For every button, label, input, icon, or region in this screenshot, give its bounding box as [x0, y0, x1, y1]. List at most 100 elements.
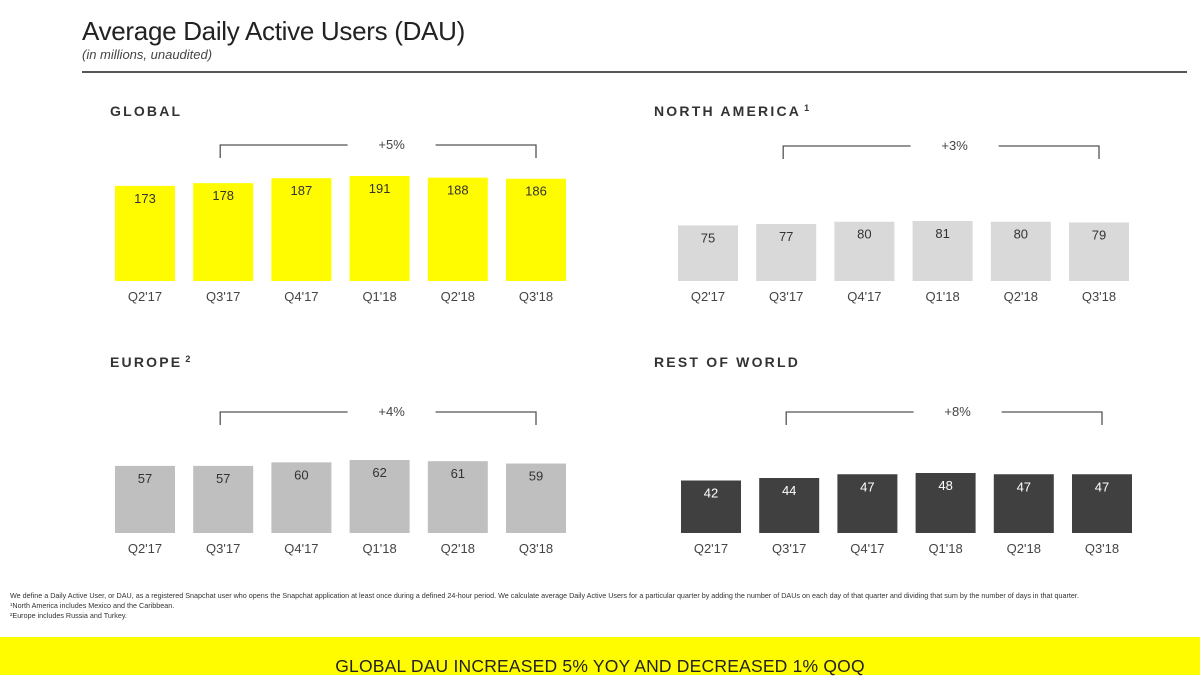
- footnote-definition: We define a Daily Active User, or DAU, a…: [10, 591, 1079, 600]
- bar: [506, 178, 566, 281]
- bar-value-label: 186: [525, 184, 547, 199]
- x-tick-label: Q2'17: [691, 289, 725, 304]
- title-divider: [82, 71, 1187, 73]
- growth-bracket-right: [435, 144, 537, 158]
- bar: [1072, 474, 1132, 533]
- footnote-europe: ²Europe includes Russia and Turkey.: [10, 611, 127, 620]
- chart-panel-3: EUROPE 2 57 Q2'17 57 Q3'17 60 Q4'17 62 Q1'18 61 Q2'…: [110, 354, 566, 556]
- bar: [990, 221, 1051, 281]
- x-tick-label: Q3'17: [769, 289, 803, 304]
- x-tick-label: Q3'17: [772, 541, 806, 556]
- x-tick-label: Q4'17: [847, 289, 881, 304]
- bar-value-label: 188: [447, 183, 469, 198]
- page-title: Average Daily Active Users (DAU): [82, 16, 465, 46]
- bar-value-label: 57: [138, 471, 152, 486]
- bar-value-label: 47: [1095, 479, 1109, 494]
- summary-banner-text: GLOBAL DAU INCREASED 5% YOY AND DECREASE…: [335, 656, 865, 676]
- growth-bracket-right: [998, 145, 1100, 159]
- bar: [427, 461, 488, 533]
- bar: [915, 473, 976, 533]
- bar: [1069, 222, 1129, 281]
- x-tick-label: Q2'18: [441, 541, 475, 556]
- x-tick-label: Q1'18: [928, 541, 962, 556]
- chart-panel-1: GLOBAL 173 Q2'17 178 Q3'17 187 Q4'17 191 Q1'18 18…: [110, 103, 566, 304]
- bar: [912, 221, 973, 281]
- bar-value-label: 191: [369, 181, 391, 196]
- growth-bracket-left: [219, 144, 348, 158]
- bar: [349, 460, 410, 533]
- bar: [756, 223, 817, 281]
- growth-annotation: +3%: [941, 138, 968, 153]
- x-tick-label: Q1'18: [362, 289, 396, 304]
- x-tick-label: Q4'17: [850, 541, 884, 556]
- growth-annotation: +8%: [944, 404, 971, 419]
- x-tick-label: Q3'18: [1085, 541, 1119, 556]
- bar: [193, 183, 254, 281]
- x-tick-label: Q2'17: [128, 289, 162, 304]
- chart-title: NORTH AMERICA 1: [654, 103, 811, 119]
- bar: [349, 176, 410, 281]
- bar: [993, 474, 1054, 533]
- bar: [506, 463, 566, 533]
- bar-value-label: 77: [779, 229, 793, 244]
- x-tick-label: Q1'18: [925, 289, 959, 304]
- bar: [759, 478, 820, 533]
- page-subtitle: (in millions, unaudited): [82, 47, 213, 62]
- bar: [271, 178, 332, 281]
- growth-bracket-right: [435, 411, 537, 425]
- bar-value-label: 178: [212, 188, 234, 203]
- x-tick-label: Q2'18: [1004, 289, 1038, 304]
- x-tick-label: Q3'17: [206, 541, 240, 556]
- bar: [681, 480, 741, 533]
- bar: [115, 465, 175, 533]
- x-tick-label: Q2'17: [128, 541, 162, 556]
- x-tick-label: Q2'17: [694, 541, 728, 556]
- x-tick-label: Q3'18: [519, 541, 553, 556]
- chart-panel-4: REST OF WORLD 42 Q2'17 44 Q3'17 47 Q4'17 48 Q1'1…: [654, 354, 1132, 556]
- chart-title: REST OF WORLD: [654, 354, 800, 370]
- bar-value-label: 80: [1014, 227, 1028, 242]
- chart-title: EUROPE 2: [110, 354, 193, 370]
- bar: [115, 185, 175, 281]
- growth-bracket-left: [782, 145, 911, 159]
- footnotes: We define a Daily Active User, or DAU, a…: [10, 591, 1150, 621]
- bar-value-label: 47: [1017, 479, 1031, 494]
- growth-bracket-left: [219, 411, 348, 425]
- x-tick-label: Q3'18: [1082, 289, 1116, 304]
- x-tick-label: Q3'18: [519, 289, 553, 304]
- growth-annotation: +5%: [378, 137, 405, 152]
- x-tick-label: Q2'18: [1007, 541, 1041, 556]
- chart-title: GLOBAL: [110, 103, 182, 119]
- bar: [834, 221, 895, 281]
- growth-annotation: +4%: [378, 404, 405, 419]
- bar-value-label: 187: [291, 183, 313, 198]
- bar-value-label: 60: [294, 467, 308, 482]
- bar-value-label: 75: [701, 230, 715, 245]
- growth-bracket-right: [1001, 411, 1103, 425]
- bar: [427, 177, 488, 281]
- bar-value-label: 59: [529, 469, 543, 484]
- bar-value-label: 173: [134, 191, 156, 206]
- bar: [837, 474, 898, 533]
- dau-charts: GLOBAL 173 Q2'17 178 Q3'17 187 Q4'17 191 Q1'18 18…: [110, 103, 1132, 556]
- bar-value-label: 42: [704, 486, 718, 501]
- x-tick-label: Q3'17: [206, 289, 240, 304]
- summary-banner: GLOBAL DAU INCREASED 5% YOY AND DECREASE…: [0, 637, 1200, 676]
- bar-value-label: 80: [857, 227, 871, 242]
- bar-value-label: 57: [216, 471, 230, 486]
- chart-panel-2: NORTH AMERICA 1 75 Q2'17 77 Q3'17 80 Q4'17 81 Q1'…: [654, 103, 1129, 304]
- bar-value-label: 61: [451, 466, 465, 481]
- growth-bracket-left: [785, 411, 914, 425]
- bar-value-label: 48: [938, 478, 952, 493]
- bar-value-label: 81: [935, 226, 949, 241]
- bar-value-label: 47: [860, 479, 874, 494]
- x-tick-label: Q4'17: [284, 541, 318, 556]
- bar-value-label: 79: [1092, 227, 1106, 242]
- x-tick-label: Q4'17: [284, 289, 318, 304]
- footnote-north-america: ¹North America includes Mexico and the C…: [10, 601, 175, 610]
- bar: [678, 225, 738, 281]
- bar: [271, 462, 332, 533]
- bar: [193, 465, 254, 533]
- bar-value-label: 44: [782, 483, 796, 498]
- x-tick-label: Q2'18: [441, 289, 475, 304]
